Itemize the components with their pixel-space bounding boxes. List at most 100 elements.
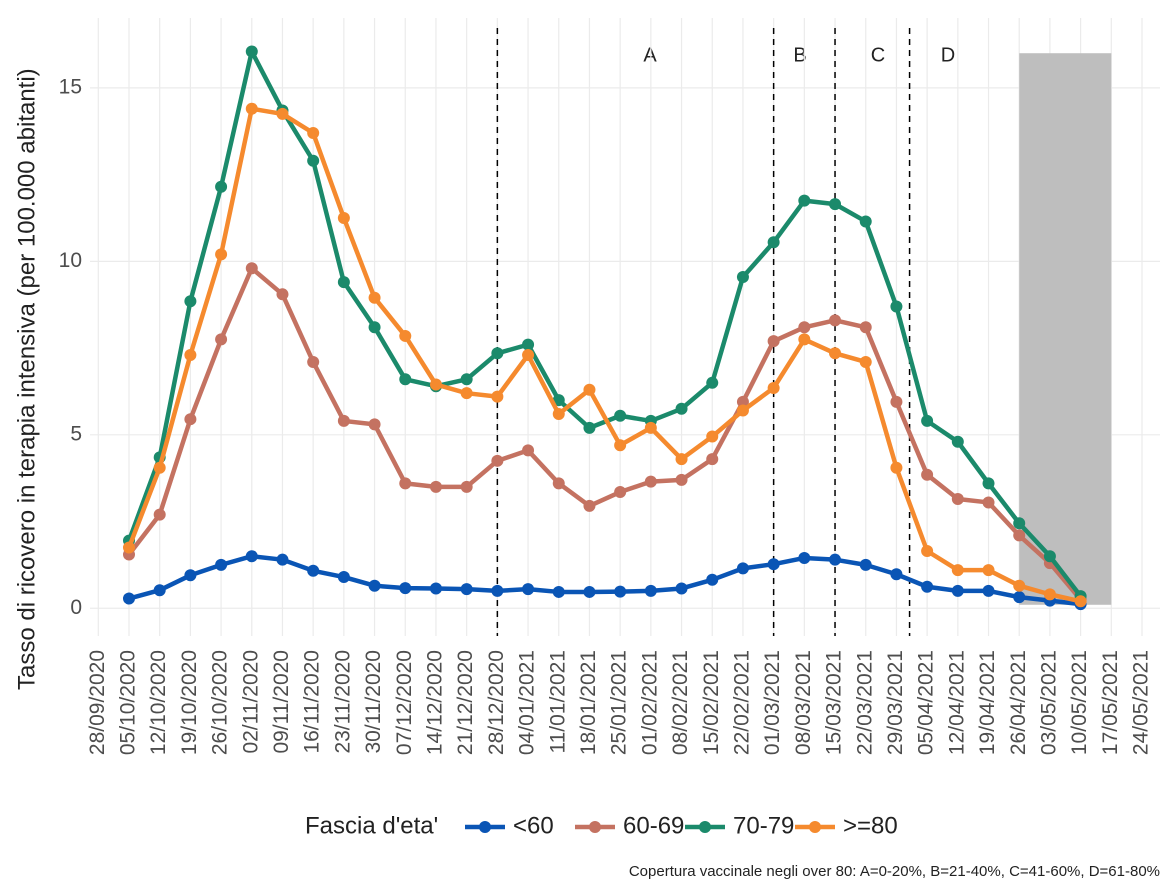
data-point: [921, 414, 934, 427]
data-point: [245, 262, 258, 275]
y-tick-label: 5: [70, 422, 82, 445]
x-tick-label: 05/10/2020: [117, 650, 140, 755]
data-point: [307, 355, 320, 368]
data-point: [368, 321, 381, 334]
x-tick-label: 15/02/2021: [700, 650, 723, 755]
data-point: [552, 585, 565, 598]
x-tick-label: 28/12/2020: [485, 650, 508, 755]
data-point: [184, 349, 197, 362]
x-tick-label: 10/05/2021: [1068, 650, 1091, 755]
data-point: [184, 413, 197, 426]
data-point: [736, 404, 749, 417]
data-point: [951, 564, 964, 577]
data-point: [429, 378, 442, 391]
x-tick-label: 08/03/2021: [792, 650, 815, 755]
data-point: [337, 276, 350, 289]
data-point: [337, 571, 350, 584]
data-point: [522, 583, 535, 596]
data-point: [245, 550, 258, 563]
data-point: [122, 592, 135, 605]
data-point: [1043, 588, 1056, 601]
x-tick-label: 19/10/2020: [178, 650, 201, 755]
data-point: [552, 394, 565, 407]
data-point: [583, 383, 596, 396]
data-point: [153, 508, 166, 521]
x-tick-label: 30/11/2020: [362, 650, 385, 754]
y-tick-label: 10: [59, 249, 82, 272]
legend-label: >=80: [843, 812, 898, 839]
data-point: [460, 480, 473, 493]
caption: Copertura vaccinale negli over 80: A=0-2…: [629, 863, 1160, 880]
data-point: [767, 335, 780, 348]
data-point: [859, 355, 872, 368]
x-tick-label: 16/11/2020: [301, 650, 324, 754]
x-tick-label: 25/01/2021: [608, 650, 631, 755]
data-point: [767, 381, 780, 394]
x-tick-label: 29/03/2021: [884, 650, 907, 755]
data-point: [921, 580, 934, 593]
data-point: [675, 473, 688, 486]
data-point: [829, 553, 842, 566]
data-point: [276, 553, 289, 566]
plot-layer: 0 5 10 15 28/09/2020 05/10/2020 12/10/2020 19/1…: [59, 18, 1160, 839]
x-tick-label: 12/04/2021: [945, 650, 968, 755]
phase-label: C: [871, 44, 885, 66]
data-point: [982, 564, 995, 577]
data-point: [798, 194, 811, 207]
x-tick-label: 15/03/2021: [823, 650, 846, 755]
data-point: [614, 409, 627, 422]
data-point: [153, 584, 166, 597]
data-point: [1043, 550, 1056, 563]
data-point: [429, 582, 442, 595]
data-point: [706, 573, 719, 586]
series-line: [126, 106, 1082, 604]
shaded-region: [1019, 53, 1112, 605]
legend-swatch: [809, 821, 821, 833]
x-tick-label: 19/04/2021: [976, 650, 999, 755]
data-point: [368, 291, 381, 304]
data-point: [951, 435, 964, 448]
data-point: [675, 402, 688, 415]
series-line: [128, 553, 1081, 607]
data-point: [276, 288, 289, 301]
series-line: [126, 49, 1083, 598]
data-point: [460, 373, 473, 386]
legend-title: Fascia d'eta': [305, 812, 438, 839]
data-point: [1013, 579, 1026, 592]
data-point: [307, 154, 320, 167]
phase-label: B: [793, 44, 806, 66]
legend-swatch: [589, 821, 601, 833]
data-point: [368, 579, 381, 592]
x-tick-label: 23/11/2020: [331, 650, 354, 754]
data-point: [337, 211, 350, 224]
data-point: [859, 321, 872, 334]
x-tick-label: 22/03/2021: [853, 650, 876, 755]
x-tick-label: 22/02/2021: [730, 650, 753, 755]
data-point: [890, 300, 903, 313]
data-point: [951, 492, 964, 505]
x-tick-label: 09/11/2020: [270, 650, 293, 754]
data-point: [583, 499, 596, 512]
data-point: [583, 421, 596, 434]
data-point: [706, 376, 719, 389]
data-point: [706, 453, 719, 466]
data-point: [215, 180, 228, 193]
data-point: [184, 295, 197, 308]
series-line: [127, 266, 1083, 602]
data-point: [767, 558, 780, 571]
x-tick-label: 17/05/2021: [1099, 650, 1122, 755]
phase-label: D: [941, 44, 955, 66]
data-point: [767, 236, 780, 249]
data-point: [736, 270, 749, 283]
y-tick-label: 15: [59, 75, 82, 98]
data-point: [736, 395, 749, 408]
data-point: [491, 390, 504, 403]
data-point: [675, 582, 688, 595]
data-point: [1013, 529, 1026, 542]
x-tick-label: 28/09/2020: [86, 650, 109, 755]
x-tick-label: 01/03/2021: [761, 650, 784, 755]
data-point: [491, 347, 504, 360]
data-point: [399, 329, 412, 342]
data-point: [307, 127, 320, 140]
data-point: [798, 321, 811, 334]
